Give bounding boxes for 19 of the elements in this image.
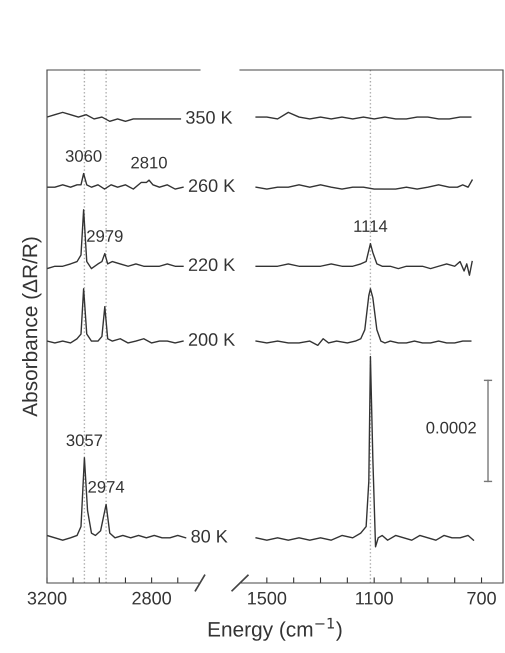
x-tick-label: 3200 [28, 592, 66, 605]
y-axis-title: Absorbance (ΔR/R) [22, 237, 42, 417]
series-label: 260 K [188, 179, 235, 192]
x-axis-title: Energy (cm$^{−1}$) [208, 618, 342, 641]
annotation: 3057 [66, 434, 102, 446]
x-tick-label: 2800 [132, 592, 171, 605]
annotation: 0.0002 [426, 422, 476, 434]
annotation: 2979 [87, 230, 123, 242]
annotation: 2810 [131, 156, 167, 169]
x-tick-label: 1100 [356, 592, 393, 605]
series-label: 80 K [191, 530, 228, 543]
series-label: 200 K [188, 333, 235, 346]
series-label: 350 K [186, 111, 232, 124]
annotation: 1114 [354, 220, 388, 232]
x-tick-label: 1500 [248, 592, 286, 605]
annotation: 3060 [66, 150, 102, 162]
annotation: 2974 [88, 480, 124, 493]
x-tick-label: 700 [467, 592, 496, 605]
series-label: 220 K [188, 258, 235, 272]
